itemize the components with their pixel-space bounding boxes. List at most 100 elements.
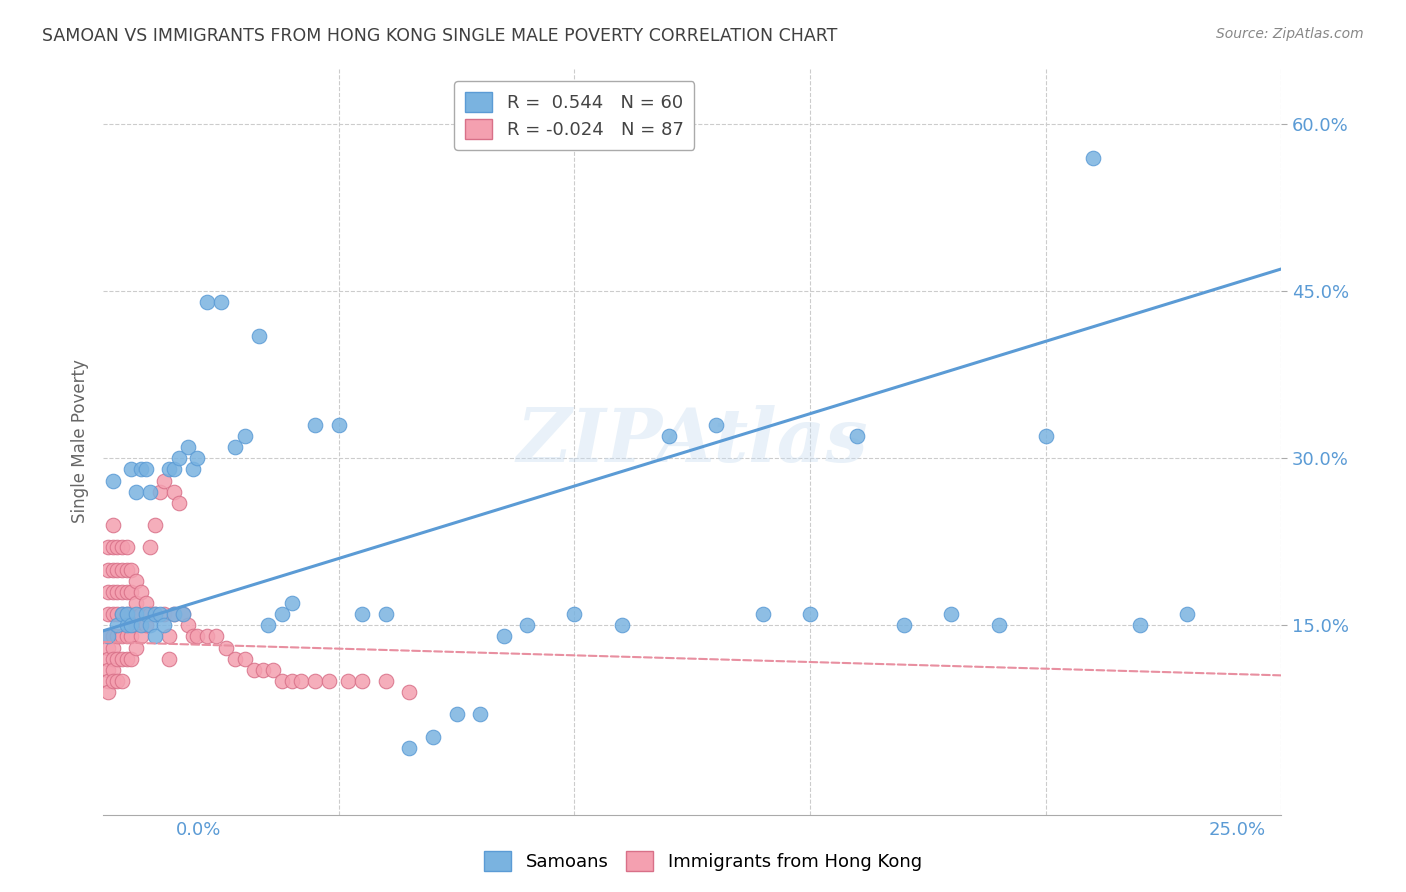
- Point: [97, 663, 120, 677]
- Point: [157, 651, 180, 665]
- Point: [290, 673, 312, 688]
- Text: 25.0%: 25.0%: [1208, 821, 1265, 838]
- Point: [752, 607, 775, 621]
- Point: [111, 651, 134, 665]
- Point: [177, 618, 200, 632]
- Point: [352, 673, 374, 688]
- Point: [105, 651, 128, 665]
- Point: [209, 295, 232, 310]
- Point: [252, 663, 274, 677]
- Point: [247, 328, 270, 343]
- Point: [97, 541, 120, 555]
- Point: [97, 629, 120, 643]
- Point: [105, 607, 128, 621]
- Point: [704, 417, 727, 432]
- Point: [129, 629, 152, 643]
- Point: [214, 640, 236, 655]
- Point: [139, 541, 162, 555]
- Text: SAMOAN VS IMMIGRANTS FROM HONG KONG SINGLE MALE POVERTY CORRELATION CHART: SAMOAN VS IMMIGRANTS FROM HONG KONG SING…: [42, 27, 838, 45]
- Point: [280, 596, 302, 610]
- Point: [120, 563, 142, 577]
- Point: [115, 541, 138, 555]
- Point: [149, 484, 172, 499]
- Point: [337, 673, 360, 688]
- Point: [1081, 151, 1104, 165]
- Point: [153, 607, 176, 621]
- Point: [1175, 607, 1198, 621]
- Point: [139, 484, 162, 499]
- Point: [224, 651, 246, 665]
- Point: [135, 607, 157, 621]
- Point: [941, 607, 963, 621]
- Text: ZIPAtlas: ZIPAtlas: [516, 405, 868, 478]
- Point: [658, 429, 681, 443]
- Point: [97, 563, 120, 577]
- Point: [163, 607, 186, 621]
- Point: [492, 629, 515, 643]
- Point: [257, 618, 280, 632]
- Point: [468, 707, 491, 722]
- Point: [101, 629, 124, 643]
- Point: [120, 618, 142, 632]
- Point: [195, 295, 218, 310]
- Point: [172, 607, 194, 621]
- Point: [167, 451, 190, 466]
- Point: [111, 607, 134, 621]
- Y-axis label: Single Male Poverty: Single Male Poverty: [72, 359, 89, 524]
- Point: [101, 563, 124, 577]
- Point: [172, 607, 194, 621]
- Point: [115, 651, 138, 665]
- Point: [233, 429, 256, 443]
- Point: [318, 673, 340, 688]
- Point: [422, 730, 444, 744]
- Point: [111, 629, 134, 643]
- Point: [139, 618, 162, 632]
- Point: [97, 673, 120, 688]
- Point: [564, 607, 586, 621]
- Point: [987, 618, 1010, 632]
- Point: [799, 607, 821, 621]
- Point: [101, 640, 124, 655]
- Point: [129, 585, 152, 599]
- Point: [304, 417, 326, 432]
- Point: [135, 596, 157, 610]
- Point: [143, 607, 166, 621]
- Point: [125, 640, 148, 655]
- Point: [120, 651, 142, 665]
- Point: [105, 563, 128, 577]
- Point: [398, 740, 420, 755]
- Point: [271, 673, 294, 688]
- Point: [111, 563, 134, 577]
- Point: [280, 673, 302, 688]
- Point: [115, 607, 138, 621]
- Legend: Samoans, Immigrants from Hong Kong: Samoans, Immigrants from Hong Kong: [477, 844, 929, 879]
- Point: [129, 462, 152, 476]
- Point: [97, 585, 120, 599]
- Point: [111, 585, 134, 599]
- Point: [893, 618, 915, 632]
- Point: [163, 484, 186, 499]
- Point: [186, 451, 208, 466]
- Point: [143, 629, 166, 643]
- Point: [271, 607, 294, 621]
- Point: [101, 541, 124, 555]
- Point: [125, 484, 148, 499]
- Point: [101, 474, 124, 488]
- Point: [97, 629, 120, 643]
- Point: [516, 618, 538, 632]
- Point: [153, 618, 176, 632]
- Point: [233, 651, 256, 665]
- Point: [304, 673, 326, 688]
- Legend: R =  0.544   N = 60, R = -0.024   N = 87: R = 0.544 N = 60, R = -0.024 N = 87: [454, 81, 695, 150]
- Point: [105, 585, 128, 599]
- Point: [181, 629, 204, 643]
- Point: [446, 707, 468, 722]
- Point: [129, 607, 152, 621]
- Point: [846, 429, 869, 443]
- Point: [398, 685, 420, 699]
- Point: [105, 618, 128, 632]
- Point: [115, 563, 138, 577]
- Point: [262, 663, 284, 677]
- Point: [186, 629, 208, 643]
- Text: 0.0%: 0.0%: [176, 821, 221, 838]
